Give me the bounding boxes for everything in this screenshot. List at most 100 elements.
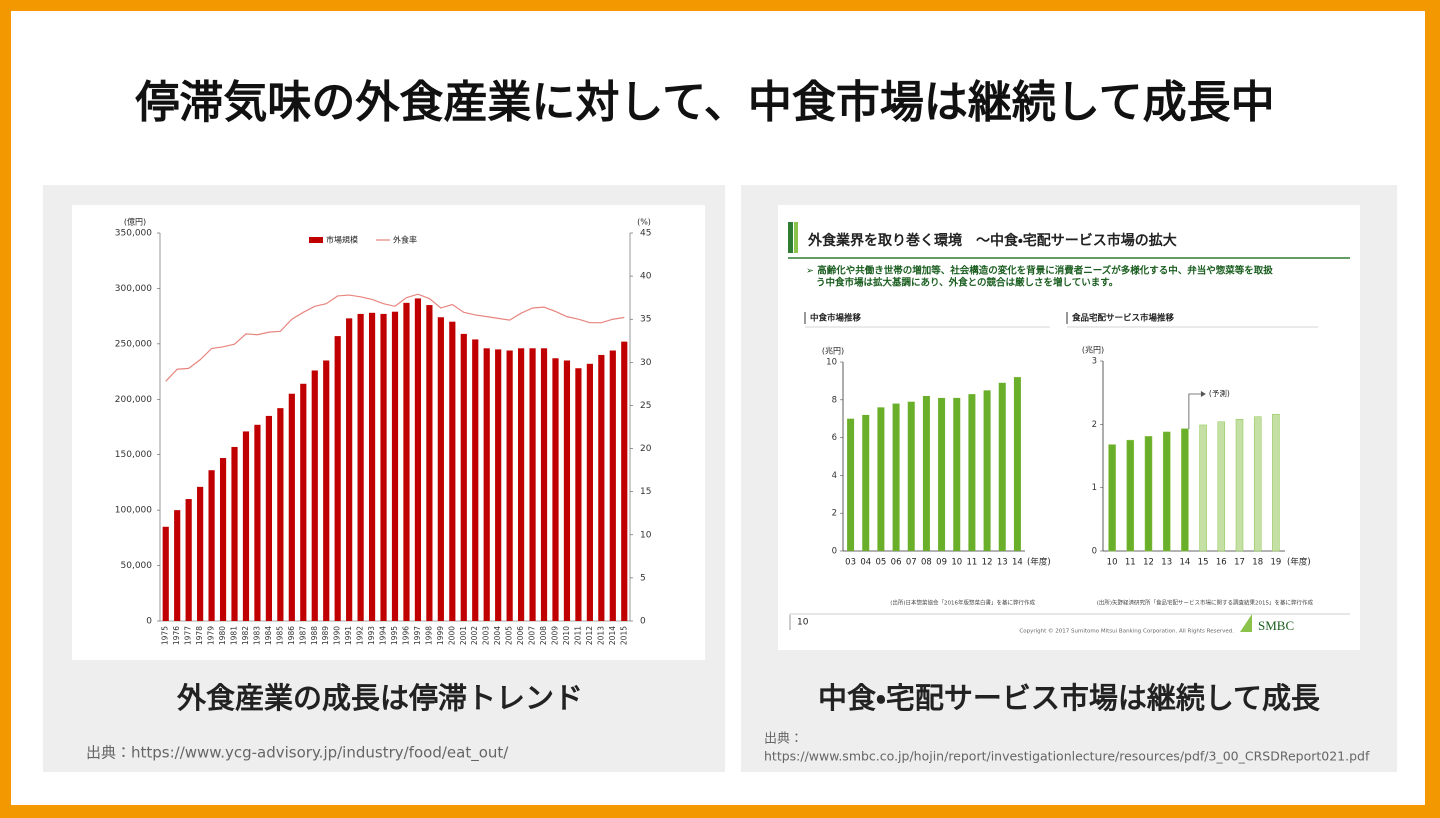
x-tick-label: 11 bbox=[967, 558, 978, 568]
x-tick-label: 12 bbox=[982, 558, 993, 568]
header-bar bbox=[788, 222, 793, 253]
bar bbox=[334, 336, 341, 621]
bar bbox=[1162, 431, 1171, 552]
chart-title: 食品宅配サービス市場推移 bbox=[1072, 313, 1175, 324]
x-tick-label: 10 bbox=[1107, 558, 1118, 568]
bar bbox=[1013, 377, 1021, 551]
bar bbox=[414, 298, 422, 621]
bar bbox=[437, 317, 444, 621]
x-tick-label: 1998 bbox=[424, 626, 433, 645]
x-tick-label: 1993 bbox=[367, 626, 376, 645]
slide-header: 外食業界を取り巻く環境 ～中食・宅配サービス市場の拡大 bbox=[807, 232, 1177, 249]
x-tick-label: 2001 bbox=[459, 626, 468, 645]
x-tick-label: 2012 bbox=[585, 626, 594, 645]
annotation-arrowhead bbox=[1200, 391, 1206, 397]
bar bbox=[231, 446, 238, 621]
tick-label: 25 bbox=[640, 401, 651, 411]
x-tick-label: 04 bbox=[860, 558, 871, 568]
x-tick-label: 11 bbox=[1125, 558, 1136, 568]
chart-title: 中食市場推移 bbox=[810, 313, 862, 324]
bar bbox=[847, 418, 855, 551]
source-label: 出典： bbox=[764, 732, 803, 747]
tick-label: 15 bbox=[640, 487, 651, 497]
legend-label: 外食率 bbox=[393, 235, 417, 245]
x-tick-label: 06 bbox=[891, 558, 902, 568]
x-tick-label: 05 bbox=[876, 558, 887, 568]
legend-label: 市場規模 bbox=[326, 235, 358, 245]
tick-label: 0 bbox=[640, 617, 646, 627]
x-tick-label: 1975 bbox=[161, 626, 170, 645]
line-series bbox=[165, 293, 625, 382]
x-tick-label: 2006 bbox=[516, 626, 525, 645]
tick-label: 1 bbox=[1092, 483, 1097, 493]
bar bbox=[621, 341, 628, 621]
bar bbox=[449, 321, 456, 621]
x-tick-label: 1996 bbox=[401, 626, 410, 645]
x-tick-label: 2008 bbox=[539, 626, 548, 645]
tick-label: 0 bbox=[146, 617, 152, 627]
x-tick-label: 13 bbox=[997, 558, 1008, 568]
bar bbox=[197, 486, 204, 621]
x-tick-label: 1992 bbox=[356, 626, 365, 645]
annotation: (予測) bbox=[1209, 388, 1230, 398]
x-tick-label: 1997 bbox=[413, 626, 422, 645]
bar bbox=[953, 397, 961, 551]
bar bbox=[403, 302, 410, 621]
tick-label: 250,000 bbox=[115, 339, 152, 349]
x-tick-label: 12 bbox=[1143, 558, 1154, 568]
bar bbox=[540, 348, 548, 621]
bar bbox=[983, 390, 991, 551]
axis-label: (%) bbox=[637, 218, 651, 227]
x-tick-label: 16 bbox=[1216, 558, 1227, 568]
copyright: Copyright © 2017 Sumitomo Mitsui Banking… bbox=[1019, 628, 1234, 635]
bar bbox=[877, 407, 885, 551]
x-tick-label: 2005 bbox=[505, 626, 514, 645]
source-url: https://www.smbc.co.jp/hojin/report/inve… bbox=[764, 749, 1370, 764]
bar bbox=[311, 370, 318, 621]
tick-label: 4 bbox=[832, 471, 837, 481]
bar bbox=[242, 431, 250, 621]
header-bar bbox=[794, 222, 798, 253]
bullet-text: う中食市場は拡大基調にあり、外食との競合は厳しさを増しています。 bbox=[816, 277, 1118, 289]
x-tick-label: 1990 bbox=[333, 626, 342, 645]
bar bbox=[506, 350, 513, 621]
page-number: 10 bbox=[797, 618, 809, 628]
x-tick-label: 1988 bbox=[310, 626, 319, 645]
x-tick-label: 19 bbox=[1270, 558, 1281, 568]
bar bbox=[575, 368, 582, 621]
tick-label: 150,000 bbox=[115, 450, 152, 460]
x-tick-label: 2000 bbox=[447, 626, 456, 645]
logo: SMBC bbox=[1258, 618, 1294, 633]
x-tick-label: 03 bbox=[845, 558, 856, 568]
bar bbox=[552, 358, 559, 621]
x-unit: (年度) bbox=[1027, 557, 1051, 568]
bar bbox=[472, 339, 479, 621]
bar bbox=[265, 415, 272, 621]
bar bbox=[598, 354, 605, 621]
bar bbox=[288, 393, 295, 621]
x-tick-label: 1981 bbox=[230, 626, 239, 645]
x-tick-label: 09 bbox=[936, 558, 947, 568]
tick-label: 8 bbox=[832, 395, 837, 405]
bullet-text: ➢ 高齢化や共働き世帯の増加等、社会構造の変化を背景に消費者ニーズが多様化する中… bbox=[806, 265, 1273, 277]
bar bbox=[346, 318, 353, 621]
x-tick-label: 2007 bbox=[528, 626, 537, 645]
bar bbox=[162, 526, 169, 621]
x-tick-label: 2014 bbox=[608, 626, 617, 645]
tick-label: 200,000 bbox=[115, 395, 152, 405]
bar bbox=[219, 458, 227, 621]
x-tick-label: 2004 bbox=[493, 626, 502, 645]
panel-caption: 外食産業の成長は停滞トレンド bbox=[176, 681, 583, 715]
chart-source: (出所)矢野経済研究所「食品宅配サービス市場に関する調査結果2015」を基に弊行… bbox=[1097, 599, 1314, 607]
legend-swatch bbox=[309, 237, 323, 243]
bar bbox=[380, 313, 387, 621]
x-tick-label: 1977 bbox=[184, 626, 193, 645]
x-tick-label: 1983 bbox=[252, 626, 261, 645]
axis-label: (億円) bbox=[124, 217, 146, 227]
bar bbox=[1126, 439, 1135, 552]
bar bbox=[1253, 416, 1262, 552]
annotation-arrow bbox=[1188, 393, 1201, 429]
bar bbox=[998, 382, 1006, 551]
bar bbox=[185, 499, 192, 621]
